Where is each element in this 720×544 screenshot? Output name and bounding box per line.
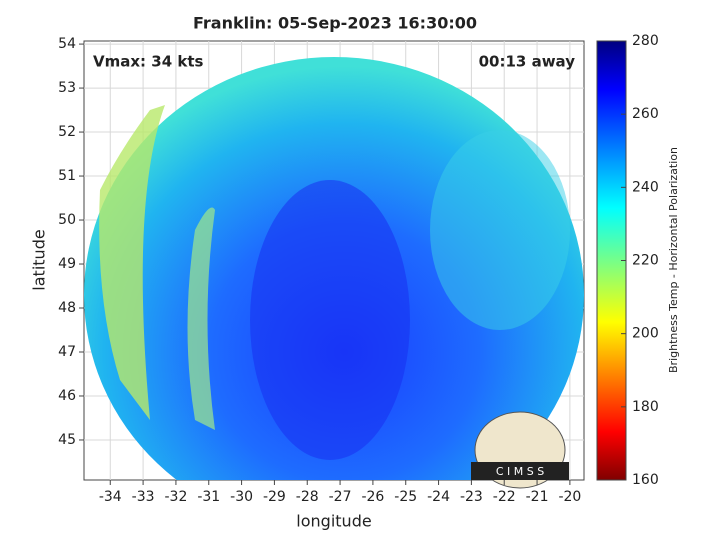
logo: C I M S S (471, 411, 569, 489)
warm-band (99, 105, 165, 420)
y-tick-label: 53 (58, 80, 76, 96)
x-tick-label: -31 (197, 489, 220, 505)
y-axis-label: latitude (30, 229, 49, 290)
x-tick-label: -34 (99, 489, 122, 505)
colorbar-tick-label: 260 (632, 106, 659, 122)
y-tick-label: 45 (58, 432, 76, 448)
y-tick-label: 49 (58, 256, 76, 272)
x-tick-label: -22 (493, 489, 516, 505)
annotation: 00:13 away (479, 53, 576, 71)
y-tick-label: 46 (58, 388, 76, 404)
colorbar-tick-label: 240 (632, 179, 659, 195)
colorbar-tick-label: 160 (632, 472, 659, 488)
colorbar-tick-label: 200 (632, 326, 659, 342)
colorbar-tick-label: 220 (632, 253, 659, 269)
chart-title: Franklin: 05-Sep-2023 16:30:00 (193, 14, 477, 33)
x-tick-label: -33 (132, 489, 155, 505)
y-tick-label: 54 (58, 36, 76, 52)
x-tick-label: -27 (329, 489, 352, 505)
y-tick-label: 47 (58, 344, 76, 360)
x-tick-label: -23 (460, 489, 483, 505)
x-tick-label: -28 (296, 489, 319, 505)
x-tick-label: -30 (230, 489, 253, 505)
logo-text: C I M S S (496, 465, 544, 478)
x-tick-label: -25 (394, 489, 417, 505)
y-tick-label: 52 (58, 124, 76, 140)
x-tick-label: -24 (427, 489, 450, 505)
x-tick-label: -26 (361, 489, 384, 505)
x-axis-label: longitude (296, 512, 371, 531)
colorbar-tick-label: 280 (632, 33, 659, 49)
x-tick-label: -32 (164, 489, 187, 505)
image (84, 57, 584, 480)
colorbar-tick-label: 180 (632, 399, 659, 415)
warm-band (187, 207, 215, 430)
annotation: Vmax: 34 kts (93, 53, 203, 71)
y-tick-label: 48 (58, 300, 76, 316)
x-tick-label: -29 (263, 489, 286, 505)
cloud-area (430, 130, 570, 330)
cold-core (250, 180, 410, 460)
y-tick-label: 50 (58, 212, 76, 228)
colorbar-label: Brightness Temp - Horizontal Polarizatio… (667, 147, 680, 373)
y-tick-label: 51 (58, 168, 76, 184)
x-tick-label: -20 (558, 489, 581, 505)
x-tick-label: -21 (526, 489, 549, 505)
